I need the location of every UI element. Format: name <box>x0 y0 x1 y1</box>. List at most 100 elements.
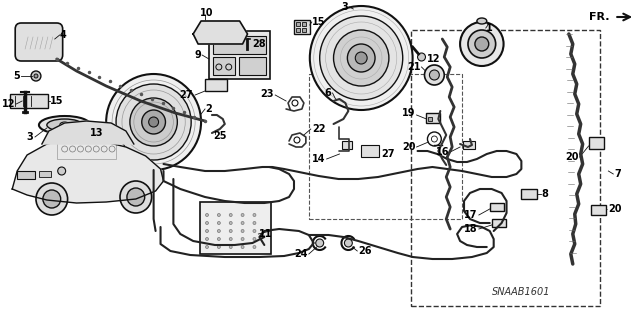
Text: 24: 24 <box>294 249 308 259</box>
Circle shape <box>229 221 232 225</box>
Circle shape <box>316 239 324 247</box>
Circle shape <box>333 30 389 86</box>
Bar <box>239 57 266 75</box>
Bar <box>463 141 475 149</box>
Bar <box>209 31 270 79</box>
Bar <box>428 117 433 121</box>
FancyBboxPatch shape <box>15 23 63 61</box>
Circle shape <box>348 44 375 72</box>
Circle shape <box>253 221 256 225</box>
Circle shape <box>253 246 256 249</box>
Circle shape <box>475 37 489 51</box>
Bar <box>302 28 306 32</box>
Circle shape <box>344 239 352 247</box>
Circle shape <box>320 16 403 100</box>
Bar <box>342 141 352 149</box>
Circle shape <box>417 53 426 61</box>
Circle shape <box>241 238 244 241</box>
Bar <box>589 137 604 149</box>
Bar <box>490 203 504 211</box>
Circle shape <box>141 110 166 134</box>
Circle shape <box>58 167 66 175</box>
Circle shape <box>106 74 201 170</box>
Text: 13: 13 <box>90 128 104 138</box>
Text: 10: 10 <box>200 8 214 18</box>
Text: 5: 5 <box>13 71 20 81</box>
Bar <box>39 171 51 177</box>
Circle shape <box>310 6 413 110</box>
Text: 17: 17 <box>465 210 478 220</box>
Ellipse shape <box>39 116 90 134</box>
Circle shape <box>241 213 244 217</box>
Text: 8: 8 <box>541 189 548 199</box>
Text: 28: 28 <box>252 39 266 49</box>
Circle shape <box>218 213 220 217</box>
Circle shape <box>36 183 68 215</box>
Circle shape <box>127 188 145 206</box>
Text: 20: 20 <box>565 152 579 162</box>
Text: 3: 3 <box>26 132 33 142</box>
Circle shape <box>218 229 220 233</box>
Bar <box>213 57 235 75</box>
Text: 3: 3 <box>342 2 348 12</box>
Polygon shape <box>12 139 163 203</box>
Circle shape <box>148 117 159 127</box>
Circle shape <box>460 22 504 66</box>
Circle shape <box>120 181 152 213</box>
Bar <box>294 20 310 34</box>
Text: SNAAB1601: SNAAB1601 <box>492 287 550 297</box>
Circle shape <box>241 229 244 233</box>
Text: 6: 6 <box>325 88 332 98</box>
Bar <box>213 36 266 54</box>
Circle shape <box>253 213 256 217</box>
Bar <box>522 189 537 199</box>
Bar <box>361 145 379 157</box>
Circle shape <box>229 238 232 241</box>
Bar <box>426 113 440 123</box>
Text: 1: 1 <box>486 23 493 33</box>
Circle shape <box>205 238 209 241</box>
Circle shape <box>253 238 256 241</box>
Text: 23: 23 <box>260 89 274 99</box>
Circle shape <box>205 213 209 217</box>
Circle shape <box>229 246 232 249</box>
Circle shape <box>116 84 191 160</box>
Bar <box>296 22 300 26</box>
Circle shape <box>424 65 444 85</box>
Circle shape <box>43 190 61 208</box>
Text: 7: 7 <box>614 169 621 179</box>
Text: 18: 18 <box>464 224 478 234</box>
Circle shape <box>355 52 367 64</box>
Circle shape <box>205 221 209 225</box>
Circle shape <box>218 238 220 241</box>
Circle shape <box>34 74 38 78</box>
Ellipse shape <box>60 122 70 128</box>
Text: 19: 19 <box>402 108 415 118</box>
Circle shape <box>205 246 209 249</box>
Bar <box>411 30 600 306</box>
Bar <box>57 139 116 159</box>
Text: 16: 16 <box>436 147 449 157</box>
Text: 12: 12 <box>426 54 440 64</box>
Bar <box>591 205 606 215</box>
Polygon shape <box>193 21 248 44</box>
Circle shape <box>468 30 495 58</box>
Bar <box>296 28 300 32</box>
Text: 21: 21 <box>407 62 420 72</box>
Text: 15: 15 <box>312 17 325 27</box>
Text: 27: 27 <box>180 90 193 100</box>
Text: 20: 20 <box>402 142 415 152</box>
Circle shape <box>241 246 244 249</box>
Text: 26: 26 <box>358 246 372 256</box>
Bar <box>205 79 227 91</box>
Text: 9: 9 <box>195 50 201 60</box>
Circle shape <box>229 229 232 233</box>
Text: 4: 4 <box>60 30 67 40</box>
Circle shape <box>218 221 220 225</box>
Circle shape <box>241 221 244 225</box>
Text: 25: 25 <box>213 131 227 141</box>
Text: 20: 20 <box>609 204 622 214</box>
Bar <box>17 171 35 179</box>
Circle shape <box>31 71 41 81</box>
Circle shape <box>244 48 250 54</box>
